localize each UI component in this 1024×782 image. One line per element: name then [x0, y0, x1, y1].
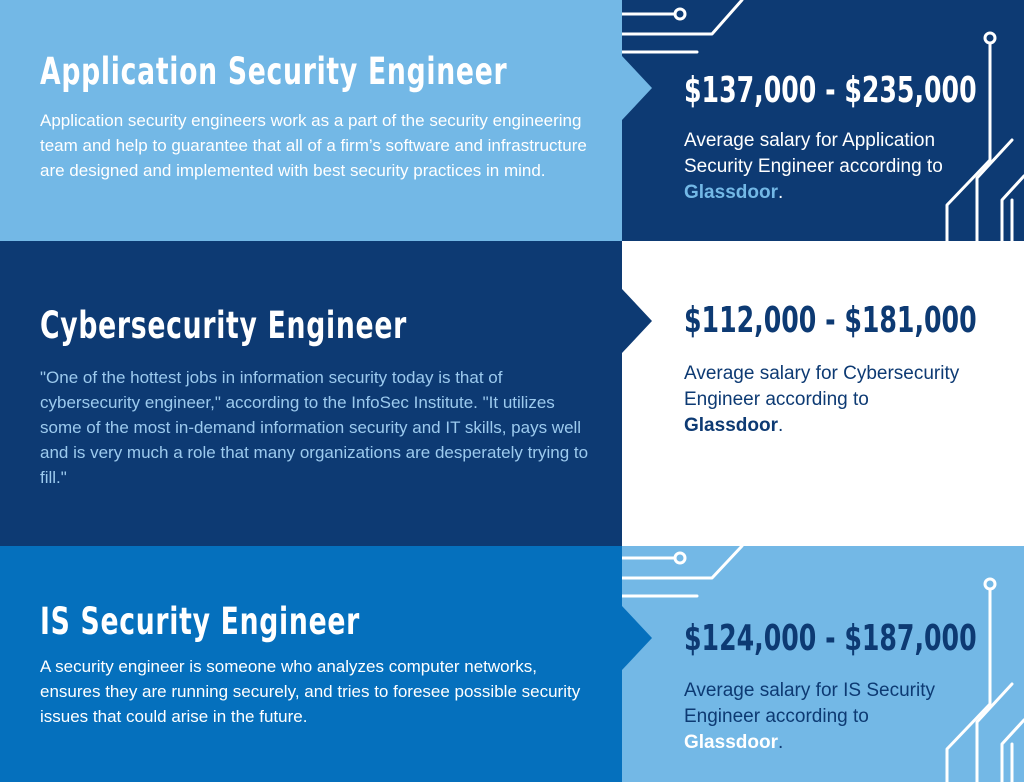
- salary-note-suffix: .: [777, 732, 784, 753]
- row-application-security-engineer: Application Security Engineer Applicatio…: [0, 0, 1024, 241]
- glassdoor-link[interactable]: Glassdoor: [684, 415, 778, 436]
- job-panel: Cybersecurity Engineer "One of the hotte…: [0, 241, 652, 546]
- salary-note-suffix: .: [777, 182, 784, 203]
- salary-range: $112,000 - $181,000: [684, 300, 977, 341]
- salary-range: $137,000 - $235,000: [684, 70, 977, 111]
- salary-note-text: Average salary for IS Security Engineer …: [684, 680, 935, 727]
- job-panel: IS Security Engineer A security engineer…: [0, 546, 652, 782]
- arrow-pointer: [622, 606, 652, 670]
- job-panel: Application Security Engineer Applicatio…: [0, 0, 652, 241]
- glassdoor-link[interactable]: Glassdoor: [684, 182, 778, 203]
- salary-note: Average salary for IS Security Engineer …: [684, 678, 964, 756]
- salary-panel: $124,000 - $187,000 Average salary for I…: [622, 546, 1024, 782]
- salary-range: $124,000 - $187,000: [684, 618, 977, 659]
- job-title: Cybersecurity Engineer: [40, 304, 407, 347]
- arrow-pointer: [622, 289, 652, 353]
- salary-panel: $112,000 - $181,000 Average salary for C…: [622, 241, 1024, 546]
- salary-note: Average salary for Cybersecurity Enginee…: [684, 361, 964, 439]
- job-description: A security engineer is someone who analy…: [40, 657, 581, 726]
- arrow-pointer: [622, 56, 652, 120]
- circuit-decoration-icon: [622, 546, 1024, 782]
- salary-panel: $137,000 - $235,000 Average salary for A…: [622, 0, 1024, 241]
- job-title: Application Security Engineer: [40, 50, 508, 93]
- glassdoor-link[interactable]: Glassdoor: [684, 732, 778, 753]
- salary-note: Average salary for Application Security …: [684, 128, 964, 206]
- row-cybersecurity-engineer: Cybersecurity Engineer "One of the hotte…: [0, 241, 1024, 546]
- row-is-security-engineer: IS Security Engineer A security engineer…: [0, 546, 1024, 782]
- job-title: IS Security Engineer: [40, 600, 361, 643]
- salary-note-text: Average salary for Application Security …: [684, 130, 943, 177]
- job-description: Application security engineers work as a…: [40, 111, 587, 180]
- job-description: "One of the hottest jobs in information …: [40, 368, 589, 487]
- salary-note-suffix: .: [777, 415, 784, 436]
- circuit-decoration-icon: [622, 0, 1024, 241]
- salary-note-text: Average salary for Cybersecurity Enginee…: [684, 363, 960, 410]
